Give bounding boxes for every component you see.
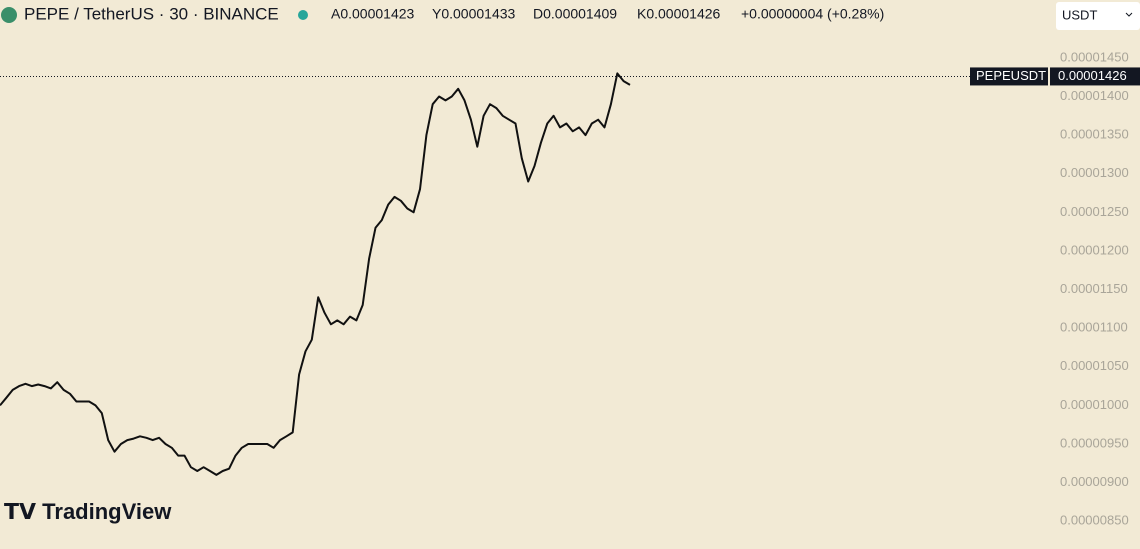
- y-tick-label: 0.00001100: [1060, 320, 1128, 335]
- price-line: [0, 72, 631, 476]
- dropdown-arrow[interactable]: [1125, 12, 1133, 17]
- watermark: 𝗧𝗩 TradingView: [4, 499, 172, 524]
- currency-select[interactable]: [1056, 2, 1140, 30]
- ohlc-value: Y0.00001433: [432, 6, 516, 22]
- y-tick-label: 0.00000850: [1060, 513, 1129, 528]
- y-tick-label: 0.00001300: [1060, 165, 1129, 180]
- y-tick-label: 0.00001400: [1060, 88, 1129, 103]
- status-dot: [298, 10, 308, 20]
- ohlc-value: K0.00001426: [637, 6, 721, 22]
- y-tick-label: 0.00001250: [1060, 204, 1129, 219]
- plot-area: 0.00001450 0.00001400 0.00001350 0.00001300…: [0, 49, 1140, 528]
- price-tag-bg: [1050, 67, 1140, 86]
- y-tick-label: 0.00001450: [1060, 49, 1129, 64]
- y-tick-label: 0.00000900: [1060, 474, 1129, 489]
- y-tick-label: 0.00001200: [1060, 242, 1129, 257]
- price-tag: 0.00001426: [1058, 68, 1127, 83]
- symbol-icon: [1, 7, 17, 23]
- y-tick-label: 0.00001350: [1060, 127, 1129, 142]
- chart-title: PEPE / TetherUS · 30 · BINANCE: [24, 4, 279, 23]
- currency-label[interactable]: USDT: [1062, 7, 1097, 22]
- price-change: +0.00000004 (+0.28%): [741, 6, 884, 22]
- y-tick-label: 0.00000950: [1060, 435, 1129, 450]
- y-tick-label: 0.00001000: [1060, 397, 1129, 412]
- y-tick-label: 0.00001150: [1060, 281, 1128, 296]
- symbol-tag-bg: [970, 67, 1048, 86]
- symbol-tag: PEPEUSDT: [976, 68, 1046, 83]
- ohlc-legend: A0.00001423 Y0.00001433 D0.00001409 K0.0000…: [331, 6, 884, 22]
- ohlc-value: D0.00001409: [533, 6, 617, 22]
- y-tick-label: 0.00001050: [1060, 358, 1129, 373]
- ohlc-value: A0.00001423: [331, 6, 415, 22]
